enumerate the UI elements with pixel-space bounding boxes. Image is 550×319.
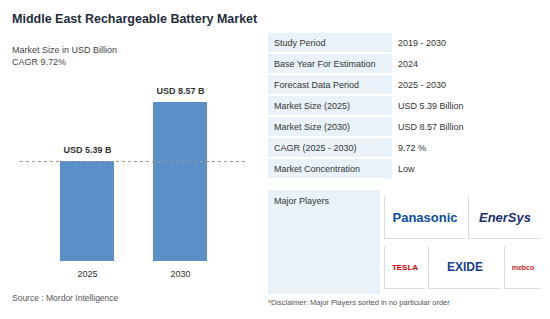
html-text:Market Size (2030): Market Size (2030)	[274, 121, 350, 132]
html-text:Middle East Rechargeable Batte: Middle East Rechargeable Battery Market	[12, 12, 258, 26]
html-text:USD 8.57 Billion: USD 8.57 Billion	[398, 121, 464, 132]
svg-text:2030: 2030	[170, 269, 190, 279]
html-text:mebco: mebco	[511, 263, 535, 271]
html-text:2019 - 2030: 2019 - 2030	[398, 37, 446, 48]
html-text:CAGR 9.72%: CAGR 9.72%	[12, 57, 66, 67]
svg-text:2025: 2025	[77, 269, 97, 279]
html-text:USD 5.39 Billion: USD 5.39 Billion	[398, 100, 464, 111]
html-text:*Disclaimer: Major Players sor: *Disclaimer: Major Players sorted in no …	[268, 298, 450, 307]
html-text:Low: Low	[398, 163, 415, 174]
html-text:Study Period: Study Period	[274, 37, 326, 48]
html-text:EnerSys: EnerSys	[479, 209, 531, 225]
html-text:Market Size in USD Billion: Market Size in USD Billion	[12, 45, 117, 55]
html-text:2024: 2024	[398, 58, 418, 69]
html-text:Forecast Data Period: Forecast Data Period	[274, 79, 359, 90]
html-text:CAGR (2025 - 2030): CAGR (2025 - 2030)	[274, 142, 357, 153]
html-text:Base Year For Estimation: Base Year For Estimation	[274, 58, 376, 69]
svg-text:USD 5.39 B: USD 5.39 B	[63, 145, 112, 155]
html-text:EXIDE: EXIDE	[447, 260, 483, 274]
html-text:Major Players: Major Players	[274, 196, 329, 206]
html-text:Panasonic: Panasonic	[392, 209, 458, 225]
html-text:Market Concentration: Market Concentration	[274, 163, 360, 174]
html-text:2025 - 2030: 2025 - 2030	[398, 79, 446, 90]
svg-text:USD 8.57 B: USD 8.57 B	[156, 86, 205, 96]
html-text:TESLA: TESLA	[391, 262, 419, 272]
html-text:9.72 %: 9.72 %	[398, 142, 426, 153]
html-text:Market Size (2025): Market Size (2025)	[274, 100, 350, 111]
html-text:Source : Mordor Intelligence: Source : Mordor Intelligence	[12, 293, 119, 303]
